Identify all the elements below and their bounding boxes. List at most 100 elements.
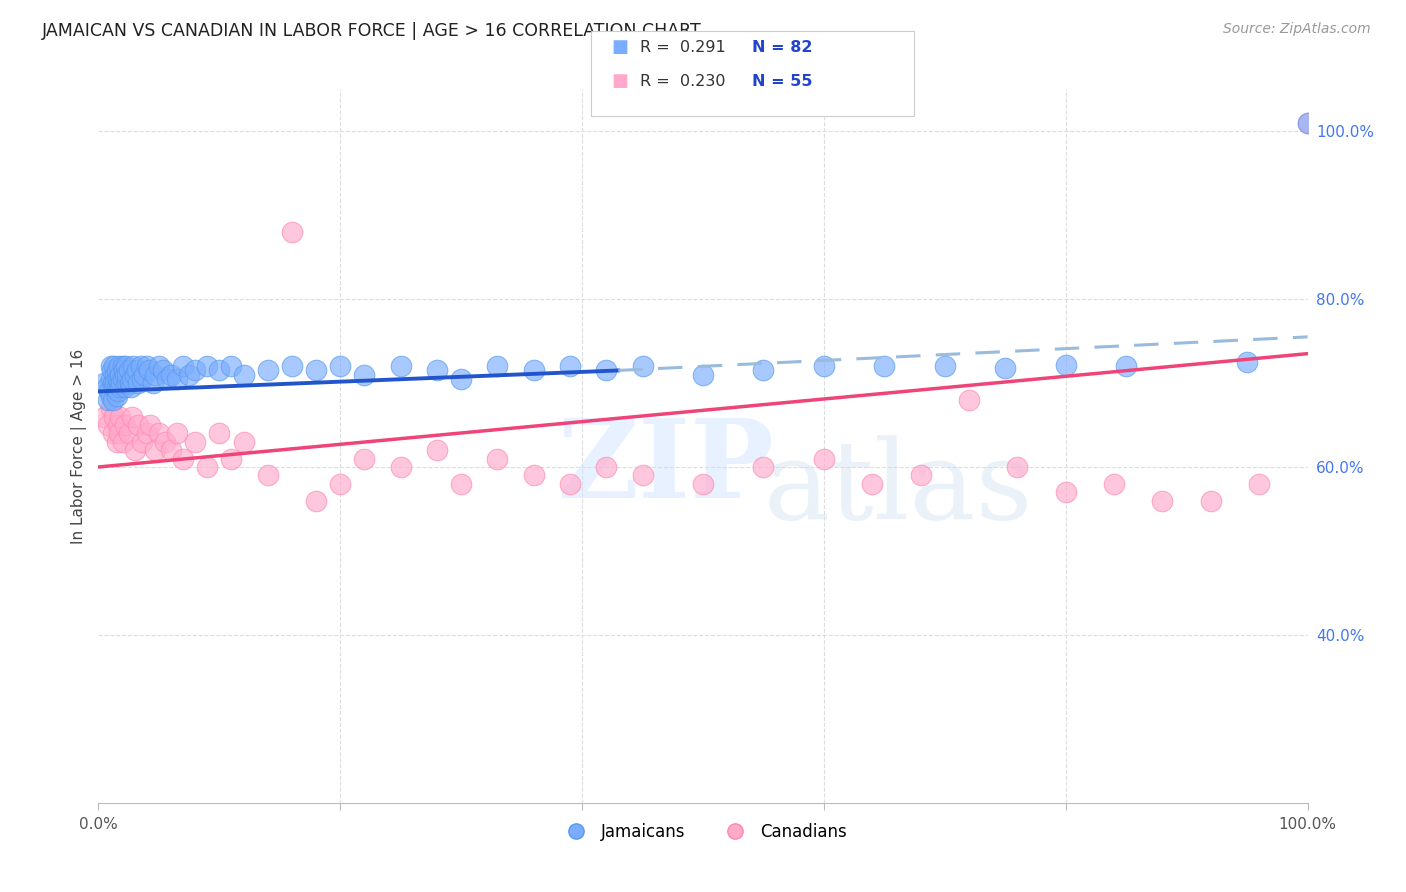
Point — [1054, 485, 1077, 500]
Point — [120, 380, 142, 394]
Point — [426, 443, 449, 458]
Point — [595, 363, 617, 377]
Point — [910, 468, 932, 483]
Point — [305, 363, 328, 377]
Point — [105, 380, 128, 394]
Point — [305, 493, 328, 508]
Point — [111, 372, 134, 386]
Point — [105, 363, 128, 377]
Point — [108, 376, 131, 390]
Point — [208, 426, 231, 441]
Point — [152, 363, 174, 377]
Point — [426, 363, 449, 377]
Point — [232, 368, 254, 382]
Point — [124, 368, 146, 382]
Point — [96, 380, 118, 394]
Point — [101, 392, 124, 407]
Point — [100, 363, 122, 377]
Point — [692, 368, 714, 382]
Point — [108, 359, 131, 374]
Point — [108, 409, 131, 424]
Point — [1249, 476, 1271, 491]
Point — [117, 368, 139, 382]
Point — [108, 426, 131, 441]
Point — [131, 372, 153, 386]
Point — [153, 434, 176, 449]
Point — [108, 368, 131, 382]
Point — [93, 409, 115, 424]
Text: R =  0.291: R = 0.291 — [640, 40, 725, 54]
Point — [100, 359, 122, 374]
Point — [1199, 493, 1222, 508]
Point — [114, 380, 136, 394]
Text: atlas: atlas — [763, 435, 1033, 542]
Point — [166, 372, 188, 386]
Point — [100, 389, 122, 403]
Point — [195, 460, 218, 475]
Point — [256, 363, 278, 377]
Point — [389, 359, 412, 374]
Text: R =  0.230: R = 0.230 — [640, 74, 725, 88]
Point — [184, 363, 207, 377]
Point — [450, 476, 472, 491]
Point — [692, 476, 714, 491]
Point — [93, 376, 115, 390]
Text: N = 82: N = 82 — [752, 40, 813, 54]
Point — [114, 368, 136, 382]
Point — [353, 451, 375, 466]
Point — [752, 460, 775, 475]
Point — [104, 368, 127, 382]
Point — [166, 426, 188, 441]
Point — [124, 443, 146, 458]
Point — [752, 363, 775, 377]
Point — [208, 363, 231, 377]
Point — [523, 468, 546, 483]
Point — [103, 380, 125, 394]
Point — [160, 443, 183, 458]
Point — [1007, 460, 1029, 475]
Point — [221, 359, 243, 374]
Point — [281, 225, 304, 239]
Point — [143, 443, 166, 458]
Point — [127, 376, 149, 390]
Point — [148, 426, 170, 441]
Point — [860, 476, 883, 491]
Point — [1236, 355, 1258, 369]
Point — [135, 359, 157, 374]
Point — [118, 376, 141, 390]
Point — [100, 372, 122, 386]
Point — [114, 417, 136, 432]
Point — [129, 359, 152, 374]
Point — [156, 372, 179, 386]
Point — [103, 359, 125, 374]
Point — [179, 368, 201, 382]
Point — [107, 384, 129, 399]
Point — [957, 392, 980, 407]
Point — [184, 434, 207, 449]
Point — [135, 426, 157, 441]
Text: ■: ■ — [612, 38, 628, 56]
Point — [107, 372, 129, 386]
Point — [148, 359, 170, 374]
Point — [127, 417, 149, 432]
Point — [101, 426, 124, 441]
Point — [486, 359, 509, 374]
Point — [111, 359, 134, 374]
Text: N = 55: N = 55 — [752, 74, 813, 88]
Point — [813, 359, 835, 374]
Point — [195, 359, 218, 374]
Point — [142, 376, 165, 390]
Point — [110, 376, 132, 390]
Text: Source: ZipAtlas.com: Source: ZipAtlas.com — [1223, 22, 1371, 37]
Point — [450, 372, 472, 386]
Point — [127, 363, 149, 377]
Point — [221, 451, 243, 466]
Point — [160, 368, 183, 382]
Text: ZIP: ZIP — [558, 414, 775, 521]
Point — [112, 363, 135, 377]
Point — [389, 460, 412, 475]
Point — [131, 434, 153, 449]
Point — [172, 451, 194, 466]
Point — [558, 476, 581, 491]
Point — [631, 359, 654, 374]
